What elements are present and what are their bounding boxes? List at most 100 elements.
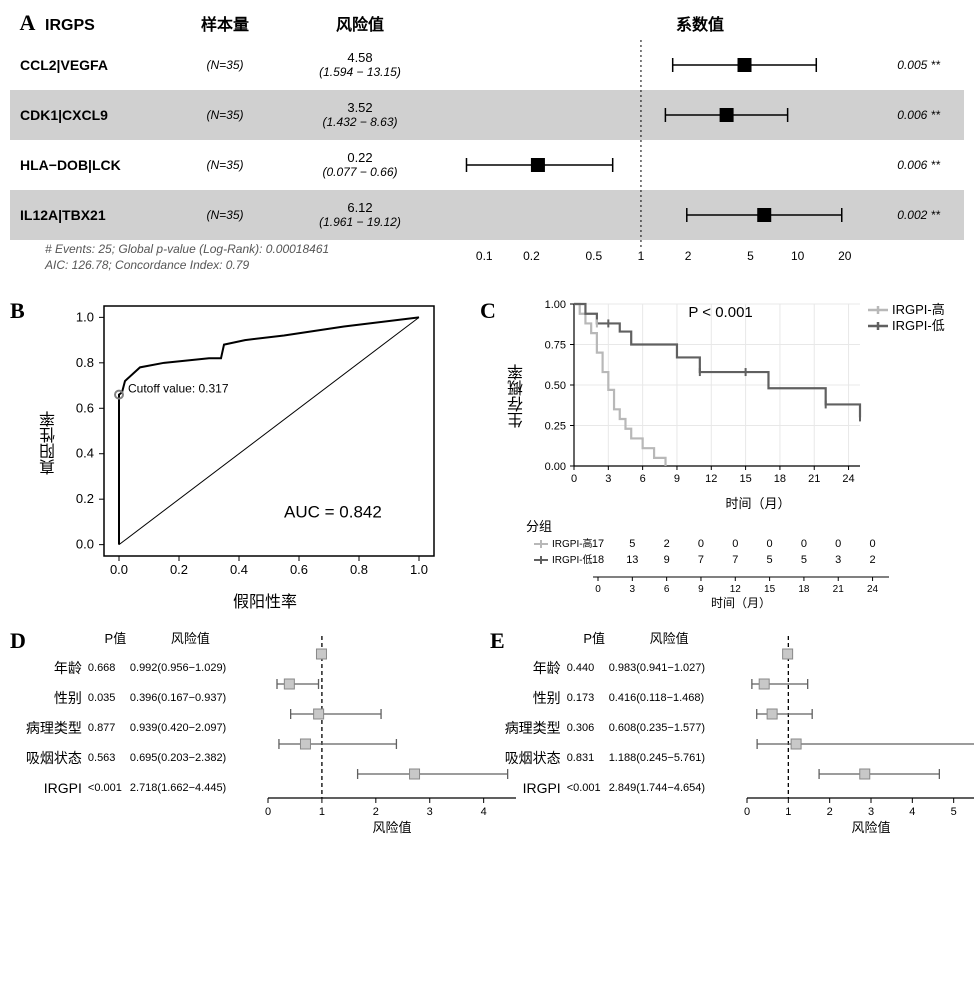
svg-text:9: 9 [674,473,680,485]
hazard-ratio: 0.608(0.235−1.577) [609,722,737,734]
svg-text:10: 10 [791,249,805,263]
hazard-ratio: 0.396(0.167−0.937) [130,692,258,704]
svg-text:0.6: 0.6 [290,562,308,577]
hazard-ratio: 0.992(0.956−1.029) [130,662,258,674]
panel-e: E P值 风险值 年龄0.4400.983(0.941−1.027)性别0.17… [490,628,960,841]
hazard-ratio: 0.939(0.420−2.097) [130,722,258,734]
forest-a-row: HLA−DOB|LCK(N=35)0.22(0.077 − 0.66) 0.006… [10,140,964,190]
variable-name: 吸烟状态 [26,748,88,768]
svg-text:17: 17 [592,538,604,550]
svg-text:15: 15 [739,473,751,485]
svg-text:0: 0 [595,584,601,595]
svg-text:0.00: 0.00 [545,461,566,473]
variable-name: IRGPI [26,780,88,796]
forest-row: 性别0.0350.396(0.167−0.937) [26,683,258,713]
svg-text:21: 21 [833,584,845,595]
sample-size: (N=35) [180,108,270,122]
svg-text:IRGPI-高: IRGPI-高 [892,302,945,317]
svg-text:1.0: 1.0 [410,562,428,577]
p-value: 0.440 [567,662,609,674]
km-plot: 036912151821240.000.250.500.751.00P < 0.… [530,298,960,493]
panel-e-header-r: 风险值 [602,628,737,647]
forest-row: 吸烟状态0.8311.188(0.245−5.761) [505,743,737,773]
p-value: 0.306 [567,722,609,734]
svg-text:3: 3 [605,473,611,485]
svg-text:0.5: 0.5 [585,249,602,263]
svg-text:0.2: 0.2 [523,249,540,263]
p-value: <0.001 [567,782,609,794]
sample-size: (N=35) [180,158,270,172]
p-value: 0.006 ** [870,158,950,172]
svg-text:24: 24 [867,584,879,595]
header-risk-value: 风险值 [270,11,450,35]
p-value: 0.668 [88,662,130,674]
panel-b-label: B [10,298,38,588]
panel-b-ylabel: 真阳性率 [38,333,62,553]
svg-text:IRGPI-低: IRGPI-低 [892,318,945,333]
gene-pair-name: CCL2|VEGFA [10,57,180,73]
forest-plot-e: 012345风险值 [737,628,974,838]
svg-text:12: 12 [705,473,717,485]
panel-d-header: P值 风险值 [88,628,258,647]
svg-text:0: 0 [835,538,841,550]
svg-text:3: 3 [427,806,433,818]
variable-name: 性别 [26,688,88,708]
svg-text:18: 18 [774,473,786,485]
panel-b-xlabel: 假阳性率 [70,588,460,612]
gene-pair-name: CDK1|CXCL9 [10,107,180,123]
svg-text:18: 18 [592,554,604,566]
svg-text:1.00: 1.00 [545,299,566,311]
svg-text:时间（月）: 时间（月） [711,596,771,610]
sample-size: (N=35) [180,208,270,222]
svg-text:0: 0 [698,538,704,550]
hazard-ratio: 0.695(0.203−2.382) [130,752,258,764]
svg-text:AUC = 0.842: AUC = 0.842 [284,502,382,521]
panel-e-header: P值 风险值 [567,628,737,647]
svg-text:4: 4 [480,806,486,818]
svg-text:0.75: 0.75 [545,340,566,352]
panel-c-xlabel: 时间（月） [556,493,960,512]
svg-text:24: 24 [842,473,854,485]
panel-a-header: A IRGPS 样本量 风险值 系数值 [10,10,964,36]
svg-text:Cutoff value: 0.317: Cutoff value: 0.317 [128,381,229,395]
svg-text:1.0: 1.0 [76,309,94,324]
header-sample-size: 样本量 [180,11,270,35]
svg-text:0: 0 [869,538,875,550]
svg-text:1: 1 [785,806,791,818]
svg-text:5: 5 [629,538,635,550]
svg-text:9: 9 [698,584,704,595]
variable-name: 病理类型 [26,718,88,738]
p-value: 0.173 [567,692,609,704]
svg-text:0.8: 0.8 [76,355,94,370]
svg-text:2: 2 [826,806,832,818]
svg-text:13: 13 [626,554,638,566]
forest-a-row: CCL2|VEGFA(N=35)4.58(1.594 − 13.15)0.005… [10,40,964,90]
svg-text:2: 2 [869,554,875,566]
forest-plot-a-body: CCL2|VEGFA(N=35)4.58(1.594 − 13.15)0.005… [10,40,964,240]
header-coefficient: 系数值 [450,11,870,35]
panel-a-footer: # Events: 25; Global p-value (Log-Rank):… [10,240,450,280]
gene-pair-name: HLA−DOB|LCK [10,157,180,173]
gene-pair-name: IL12A|TBX21 [10,207,180,223]
p-value: 0.831 [567,752,609,764]
hazard-ratio: 0.983(0.941−1.027) [609,662,737,674]
forest-row: 性别0.1730.416(0.118−1.468) [505,683,737,713]
svg-text:0: 0 [265,806,271,818]
svg-text:0: 0 [732,538,738,550]
svg-text:IRGPI-高: IRGPI-高 [552,537,593,550]
forest-a-row: IL12A|TBX21(N=35)6.12(1.961 − 19.12) 0.00… [10,190,964,240]
p-value: 0.002 ** [870,208,950,222]
svg-text:0: 0 [744,806,750,818]
svg-text:2: 2 [685,249,692,263]
svg-text:15: 15 [764,584,776,595]
hazard-ratio: 6.12(1.961 − 19.12) [270,201,450,228]
svg-text:18: 18 [798,584,810,595]
svg-text:5: 5 [747,249,754,263]
svg-text:3: 3 [630,584,636,595]
footer-events: # Events: 25; Global p-value (Log-Rank):… [45,242,450,256]
hazard-ratio: 4.58(1.594 − 13.15) [270,51,450,78]
svg-text:5: 5 [767,554,773,566]
hazard-ratio: 0.416(0.118−1.468) [609,692,737,704]
forest-row: 年龄0.6680.992(0.956−1.029) [26,653,258,683]
hazard-ratio: 0.22(0.077 − 0.66) [270,151,450,178]
